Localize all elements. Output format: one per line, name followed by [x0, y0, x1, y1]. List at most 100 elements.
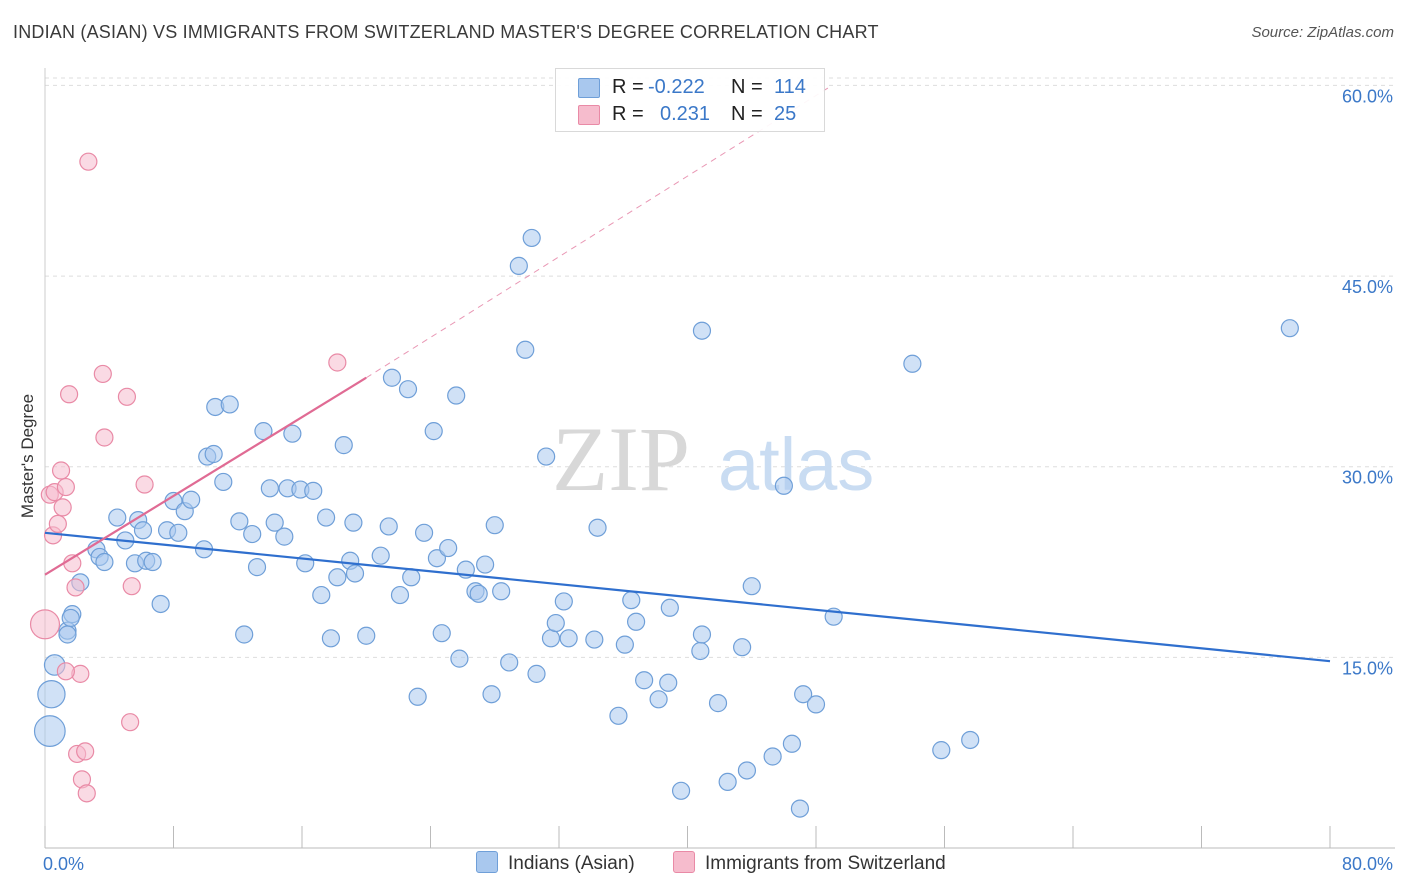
data-point-indians [243, 524, 262, 544]
data-point-switzerland [53, 498, 72, 517]
data-point-indians [439, 538, 458, 558]
data-point-indians [447, 386, 466, 405]
watermark: ZIP atlas [552, 408, 874, 510]
data-point-indians [932, 741, 951, 760]
data-point-switzerland [93, 364, 112, 384]
data-point-switzerland [29, 609, 61, 640]
legend-item-switzerland: Immigrants from Switzerland [673, 851, 946, 875]
data-point-indians [182, 490, 201, 509]
x-tick-label: 80.0% [1342, 854, 1393, 874]
axes [44, 68, 1395, 849]
data-point-indians [247, 558, 267, 577]
data-point-indians [585, 630, 604, 649]
legend-r-label: R = [612, 103, 644, 125]
trend-lines [44, 84, 1331, 663]
data-point-indians [609, 706, 628, 725]
data-point-indians [635, 671, 654, 690]
data-point-switzerland [121, 713, 140, 732]
y-tick-label: 45.0% [1342, 277, 1393, 297]
data-point-indians [485, 516, 504, 535]
data-point-indians [204, 444, 223, 464]
data-point-indians [554, 592, 573, 611]
y-tick-label: 15.0% [1342, 658, 1393, 678]
data-point-switzerland [48, 514, 67, 534]
legend-n-value: 114 [774, 76, 806, 98]
data-point-indians [476, 555, 495, 574]
data-point-indians [408, 687, 427, 706]
y-axis-label: Master's Degree [18, 394, 37, 518]
data-point-indians [321, 629, 341, 648]
data-point-indians [782, 734, 802, 753]
data-point-indians [763, 747, 782, 766]
source-label: Source: ZipAtlas.com [1251, 24, 1394, 41]
data-point-indians [1280, 319, 1299, 338]
gridlines [45, 77, 1395, 658]
data-point-indians [961, 730, 980, 750]
data-point-indians [235, 625, 254, 644]
correlation-legend: R = -0.222 N = 114 R = 0.231 N = 25 [555, 68, 825, 132]
y-tick-label: 30.0% [1342, 468, 1393, 488]
data-point-indians [622, 591, 641, 610]
data-point-switzerland [76, 742, 95, 761]
data-point-indians [708, 694, 728, 713]
data-point-indians [903, 354, 922, 373]
data-point-indians [151, 594, 170, 614]
data-point-indians [414, 523, 434, 542]
data-point-indians [546, 613, 565, 633]
data-point-indians [659, 673, 678, 692]
data-point-indians [660, 598, 679, 617]
data-point-indians [379, 517, 398, 536]
legend-label-indians: Indians (Asian) [508, 853, 635, 874]
data-point-indians [450, 649, 469, 668]
data-point-indians [790, 799, 810, 818]
data-point-switzerland [59, 385, 79, 404]
data-point-indians [427, 549, 447, 568]
legend-n-label: N = [731, 76, 763, 98]
legend-item-indians: Indians (Asian) [476, 851, 635, 875]
legend-swatch-pink [578, 105, 600, 125]
data-point-switzerland [95, 428, 114, 447]
legend-r-value: 0.231 [660, 103, 711, 125]
data-point-indians [718, 772, 737, 792]
data-point-indians [806, 695, 826, 714]
data-point-indians [283, 424, 302, 443]
data-point-indians [334, 436, 353, 455]
legend-n-label: N = [731, 103, 763, 125]
data-point-indians [492, 582, 511, 601]
data-point-indians [774, 476, 793, 495]
data-point-indians [516, 340, 535, 359]
trend-line-switzerland [44, 376, 367, 576]
data-point-indians [691, 641, 710, 661]
data-point-switzerland [56, 662, 75, 681]
trend-line-switzerland-extension [365, 84, 833, 379]
legend-swatch-blue [578, 78, 600, 98]
legend-label-switzerland: Immigrants from Switzerland [705, 853, 946, 874]
data-point-indians [214, 472, 233, 492]
data-point-indians [626, 612, 646, 631]
data-point-indians [742, 577, 761, 596]
series-immigrants-switzerland [29, 152, 347, 803]
data-point-switzerland [122, 577, 141, 596]
legend-swatch-pink [673, 851, 695, 873]
data-point-indians [220, 395, 239, 414]
data-point-indians [371, 546, 390, 565]
data-point-indians [692, 625, 712, 644]
data-point-indians [509, 256, 528, 275]
data-point-indians [615, 635, 634, 654]
data-point-indians [482, 685, 501, 704]
data-point-switzerland [77, 784, 96, 803]
data-point-indians [169, 523, 188, 542]
data-point-indians [649, 690, 668, 709]
data-point-indians [541, 629, 561, 648]
watermark-zip: ZIP [552, 408, 690, 510]
legend-swatch-blue [476, 851, 498, 873]
data-point-indians [260, 479, 279, 498]
data-point-indians [737, 761, 757, 780]
data-point-indians [357, 626, 376, 645]
data-point-indians [58, 625, 77, 644]
data-point-indians [527, 664, 546, 683]
legend-n-value: 25 [774, 103, 797, 125]
data-point-indians [304, 481, 323, 500]
chart-title: INDIAN (ASIAN) VS IMMIGRANTS FROM SWITZE… [13, 22, 879, 42]
series-indians-asian [33, 228, 1299, 818]
